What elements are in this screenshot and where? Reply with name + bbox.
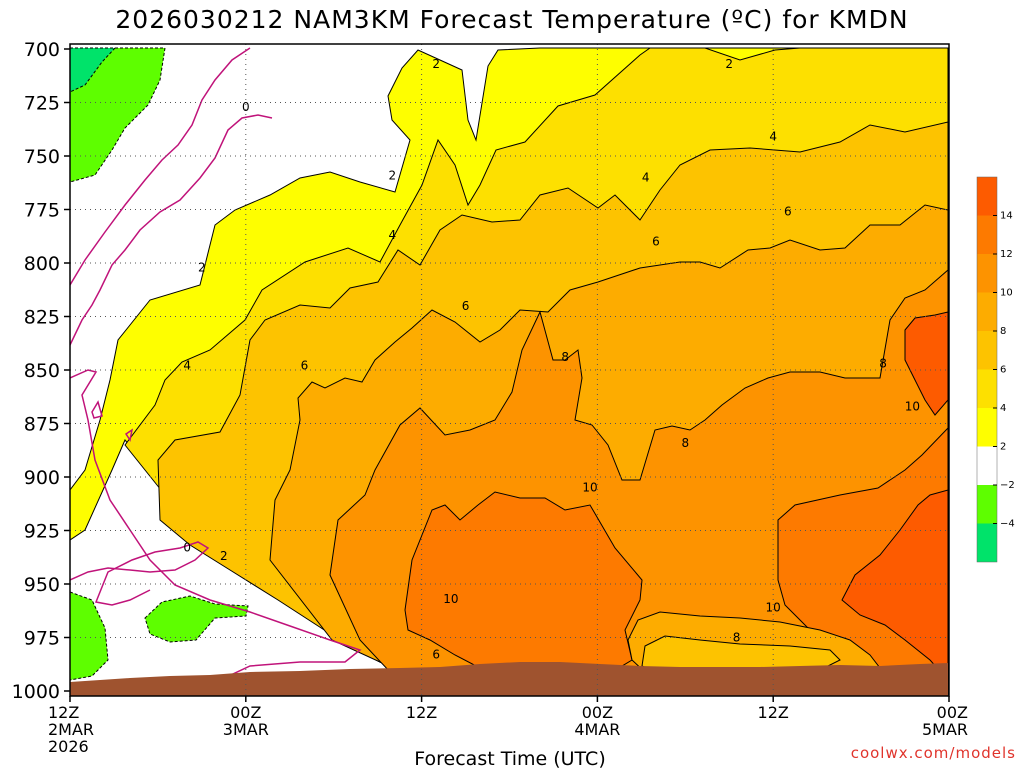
legend-label: −4 [1000, 519, 1015, 530]
legend-swatch [977, 215, 997, 254]
legend-label: 10 [1000, 288, 1013, 299]
contour-label: 2 [725, 57, 733, 71]
y-tick-label: 775 [24, 200, 60, 222]
y-tick-label: 975 [24, 628, 60, 650]
x-tick-label: 12Z [48, 703, 79, 722]
contour-label: 6 [784, 205, 792, 219]
region-below-minus2-blob [144, 595, 249, 643]
credit-text: coolwx.com/models [851, 744, 1016, 762]
y-tick-label: 925 [24, 521, 60, 543]
y-tick-label: 950 [24, 574, 60, 596]
region-below-minus4-top-left [70, 47, 117, 93]
contour-label: 8 [879, 357, 887, 371]
y-tick-label: 750 [24, 146, 60, 168]
contour-label: 8 [733, 631, 741, 645]
legend-swatch [977, 523, 997, 562]
y-tick-label: 875 [24, 414, 60, 436]
contour-label: 4 [642, 170, 650, 184]
x-tick-label: 2MAR [48, 720, 94, 739]
color-legend: 14 12 10 8 6 4 2 −2 −4 [976, 176, 1015, 563]
legend-swatch [977, 485, 997, 524]
contour-label: 0 [242, 100, 250, 114]
contour-label: 6 [462, 299, 470, 313]
zero-degree-contour-blob-b [124, 428, 134, 442]
y-tick-label: 825 [24, 307, 60, 329]
x-tick-label: 4MAR [574, 720, 620, 739]
y-tick-label: 800 [24, 253, 60, 275]
legend-label: 14 [1000, 211, 1013, 222]
contour-label: 2 [432, 57, 440, 71]
x-tick-label: 12Z [406, 703, 437, 722]
legend-label: 12 [1000, 249, 1013, 260]
legend-swatch [977, 177, 997, 216]
grid [70, 44, 949, 696]
legend-label: 2 [1000, 442, 1006, 453]
y-tick-label: 700 [24, 39, 60, 61]
zero-degree-contour-upper-2 [70, 114, 273, 346]
chart-title: 2026030212 NAM3KM Forecast Temperature (… [115, 5, 908, 34]
region-below-minus2-bottom-left [70, 591, 109, 681]
contour-label: 4 [388, 228, 396, 242]
contour-label: 10 [905, 399, 920, 413]
x-axis-label: Forecast Time (UTC) [414, 748, 605, 768]
ground-terrain [70, 662, 948, 696]
legend-label: 8 [1000, 326, 1006, 337]
contour-label: 0 [183, 541, 191, 555]
contour-label: 6 [432, 648, 440, 662]
zero-degree-contour-upper [70, 47, 251, 286]
contour-labels: 2 2 0 4 2 4 6 4 6 2 6 8 4 6 8 10 8 10 0 2 10 10 8 6 [183, 57, 920, 662]
contour-label: 4 [769, 130, 777, 144]
legend-swatch [977, 369, 997, 408]
contour-label: 4 [183, 359, 191, 373]
legend-label: 6 [1000, 365, 1006, 376]
x-tick-label: 12Z [758, 703, 789, 722]
y-tick-label: 850 [24, 360, 60, 382]
region-below-minus2-top-left [70, 47, 166, 183]
zero-degree-contour-left [70, 369, 362, 691]
contour-label: 2 [220, 549, 228, 563]
legend-swatch [977, 254, 997, 293]
contour-label: 2 [198, 260, 206, 274]
x-tick-label: 2026 [48, 737, 89, 756]
contour-label: 10 [766, 601, 781, 615]
x-tick-label: 00Z [937, 703, 968, 722]
legend-swatch [977, 292, 997, 331]
legend-swatch [977, 446, 997, 485]
contour-label: 2 [388, 168, 396, 182]
zero-degree-contour-lower [70, 541, 210, 606]
y-tick-label: 900 [24, 467, 60, 489]
contour-label: 6 [652, 235, 660, 249]
x-tick-label: 00Z [230, 703, 261, 722]
x-tick-label: 5MAR [922, 720, 968, 739]
legend-label: −2 [1000, 480, 1015, 491]
x-tick-label: 3MAR [223, 720, 269, 739]
legend-swatch [977, 408, 997, 447]
y-tick-label: 725 [24, 93, 60, 115]
contour-label: 6 [301, 359, 309, 373]
contour-label: 10 [443, 592, 458, 606]
plot-area: 2 2 0 4 2 4 6 4 6 2 6 8 4 6 8 10 8 10 0 2 10 10 8 6 [70, 44, 949, 696]
y-axis: 700 725 750 775 800 825 850 875 900 925 950 975 1000 [12, 39, 70, 703]
contour-label: 8 [681, 436, 689, 450]
contour-label: 8 [561, 350, 569, 364]
zero-degree-contour-blob-a [91, 400, 103, 419]
legend-swatch [977, 331, 997, 370]
legend-label: 4 [1000, 403, 1006, 414]
contour-label: 10 [582, 481, 597, 495]
x-tick-label: 00Z [582, 703, 613, 722]
y-tick-label: 1000 [12, 681, 60, 703]
